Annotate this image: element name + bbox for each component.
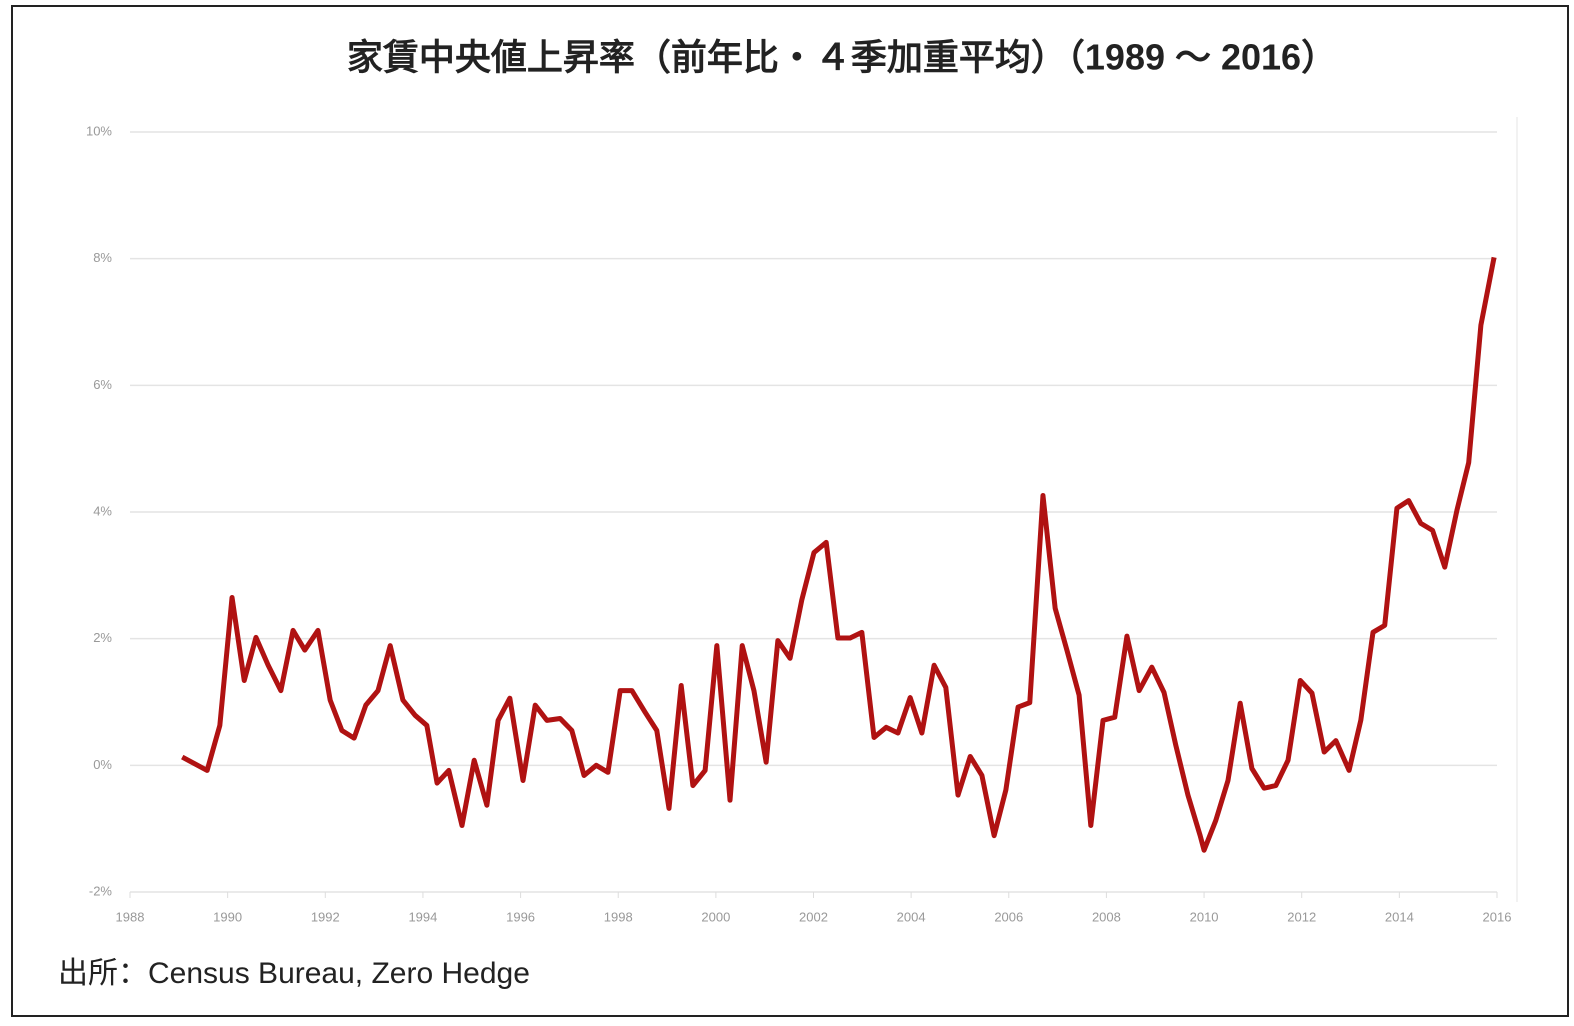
y-tick-label: -2% bbox=[89, 883, 113, 898]
x-tick-label: 2000 bbox=[701, 909, 730, 924]
y-tick-label: 2% bbox=[93, 630, 112, 645]
y-tick-label: 0% bbox=[93, 757, 112, 772]
x-tick-label: 2012 bbox=[1287, 909, 1316, 924]
x-tick-label: 2010 bbox=[1190, 909, 1219, 924]
x-tick-label: 1994 bbox=[408, 909, 437, 924]
x-tick-label: 2014 bbox=[1385, 909, 1414, 924]
x-tick-label: 2016 bbox=[1483, 909, 1512, 924]
x-tick-label: 1988 bbox=[116, 909, 145, 924]
y-tick-label: 4% bbox=[93, 503, 112, 518]
x-tick-label: 2006 bbox=[994, 909, 1023, 924]
x-tick-label: 1998 bbox=[604, 909, 633, 924]
y-tick-label: 6% bbox=[93, 377, 112, 392]
x-tick-label: 1992 bbox=[311, 909, 340, 924]
y-tick-label: 10% bbox=[86, 123, 112, 138]
x-tick-label: 2008 bbox=[1092, 909, 1121, 924]
x-tick-label: 1990 bbox=[213, 909, 242, 924]
source: 出所：Census Bureau, Zero Hedge bbox=[58, 957, 530, 990]
x-tick-label: 2004 bbox=[897, 909, 926, 924]
line-series bbox=[181, 256, 1497, 853]
x-tick-label: 2002 bbox=[799, 909, 828, 924]
y-tick-label: 8% bbox=[93, 250, 112, 265]
chart-title: 家賃中央値上昇率（前年比・４季加重平均）（1989 ～ 2016） bbox=[347, 37, 1337, 78]
x-tick-label: 1996 bbox=[506, 909, 535, 924]
frame bbox=[11, 5, 1569, 1017]
